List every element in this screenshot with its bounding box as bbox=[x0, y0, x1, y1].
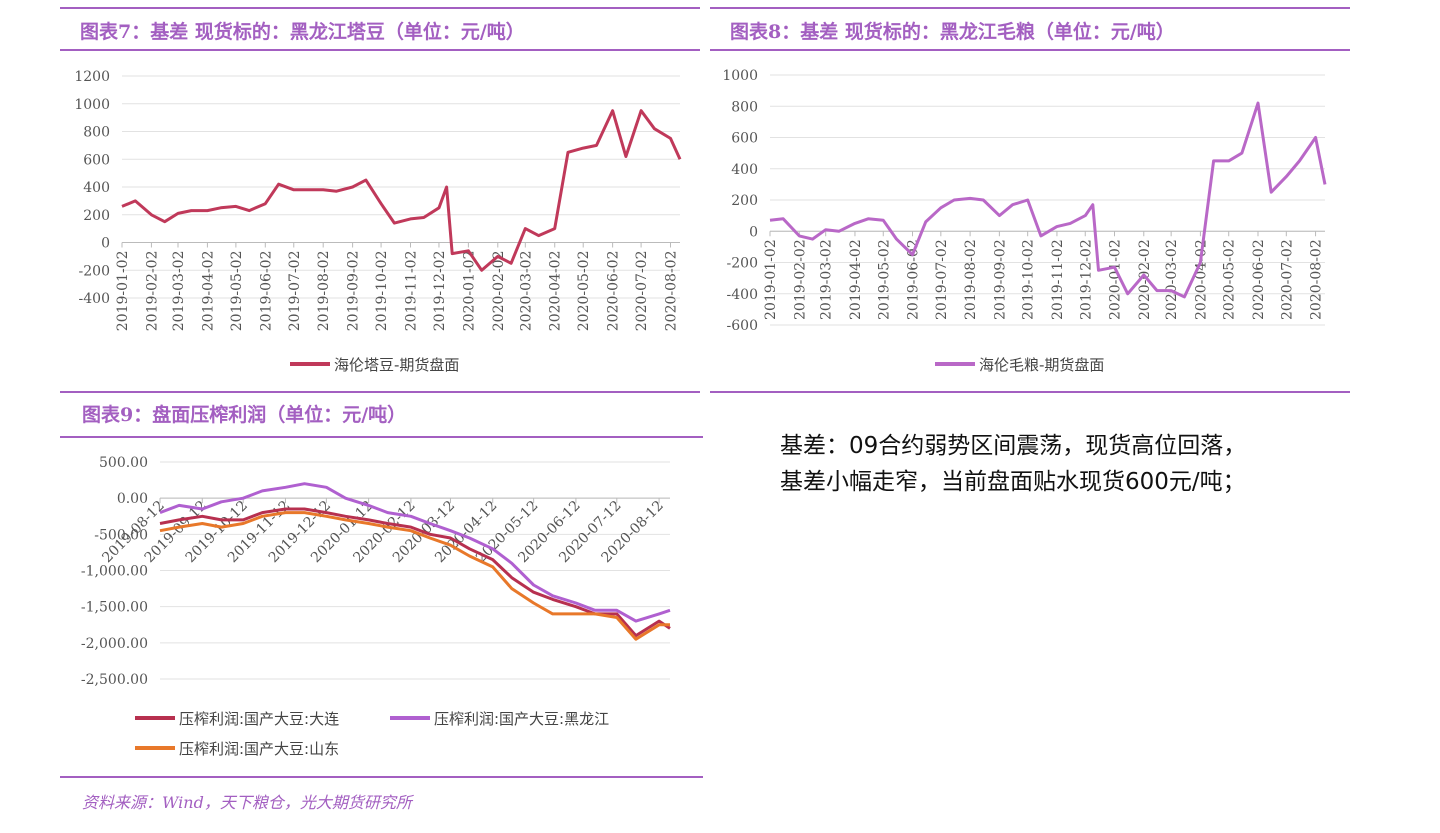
legend-label: 压榨利润:国产大豆:山东 bbox=[179, 740, 339, 758]
x-tick-label: 2019-01-02 bbox=[115, 251, 131, 332]
x-tick-label: 2019-09-02 bbox=[346, 251, 362, 332]
y-tick-label: 1200 bbox=[74, 69, 110, 85]
y-tick-label: 600 bbox=[83, 152, 110, 168]
y-tick-label: 0 bbox=[749, 224, 758, 240]
x-tick-label: 2019-02-02 bbox=[144, 251, 160, 332]
x-tick-label: 2019-12-02 bbox=[432, 251, 448, 332]
x-tick-label: 2020-01-02 bbox=[1108, 239, 1124, 320]
x-tick-label: 2019-07-02 bbox=[287, 251, 303, 332]
y-tick-label: 0.00 bbox=[117, 491, 148, 507]
x-tick-label: 2019-08-02 bbox=[963, 239, 979, 320]
x-tick-label: 2019-08-02 bbox=[316, 251, 332, 332]
x-tick-label: 2019-05-02 bbox=[229, 251, 245, 332]
x-tick-label: 2020-07-02 bbox=[1279, 239, 1295, 320]
legend-label: 压榨利润:国产大豆:黑龙江 bbox=[434, 710, 609, 728]
commentary: 基差：09合约弱势区间震荡，现货高位回落， bbox=[780, 433, 1246, 459]
x-tick-label: 2020-08-02 bbox=[664, 251, 680, 332]
y-tick-label: -400 bbox=[79, 291, 110, 307]
x-tick-label: 2019-10-02 bbox=[374, 251, 390, 332]
x-tick-label: 2019-03-02 bbox=[819, 239, 835, 320]
x-tick-label: 2019-04-02 bbox=[200, 250, 216, 331]
x-tick-label: 2019-01-02 bbox=[763, 239, 779, 320]
x-tick-label: 2019-03-02 bbox=[171, 251, 187, 332]
series-line bbox=[159, 482, 671, 623]
x-tick-label: 2019-10-02 bbox=[1021, 239, 1037, 320]
x-tick-label: 2019-02-02 bbox=[792, 239, 808, 320]
y-tick-label: 1000 bbox=[74, 97, 110, 113]
source: 资料来源：Wind，天下粮仓，光大期货研究所 bbox=[82, 793, 415, 812]
x-tick-label: 2020-02-02 bbox=[491, 250, 507, 331]
y-tick-label: -1,000.00 bbox=[81, 564, 148, 580]
x-tick-label: 2020-04-02 bbox=[548, 251, 564, 332]
legend-label: 海伦毛粮-期货盘面 bbox=[979, 356, 1104, 374]
x-tick-label: 2020-05-02 bbox=[1222, 239, 1238, 320]
y-tick-label: -2,000.00 bbox=[81, 636, 148, 652]
legend-label: 压榨利润:国产大豆:大连 bbox=[179, 710, 339, 728]
y-tick-label: 200 bbox=[731, 193, 758, 209]
x-tick-label: 2020-02-02 bbox=[1137, 239, 1153, 320]
x-tick-label: 2020-05-02 bbox=[576, 251, 592, 332]
chart-title: 图表9：盘面压榨利润（单位：元/吨） bbox=[82, 403, 406, 426]
y-tick-label: -1,500.00 bbox=[81, 600, 148, 616]
y-tick-label: 1000 bbox=[722, 68, 758, 84]
x-tick-label: 2020-03-02 bbox=[518, 251, 534, 332]
y-tick-label: 200 bbox=[83, 208, 110, 224]
x-tick-label: 2019-11-02 bbox=[1050, 239, 1066, 320]
y-tick-label: 800 bbox=[83, 125, 110, 141]
x-tick-label: 2020-06-02 bbox=[1251, 239, 1267, 320]
x-tick-label: 2019-09-02 bbox=[992, 239, 1008, 320]
y-tick-label: -200 bbox=[79, 263, 110, 279]
y-tick-label: 400 bbox=[731, 162, 758, 178]
chart-title: 图表8：基差 现货标的：黑龙江毛粮（单位：元/吨） bbox=[730, 20, 1175, 43]
y-tick-label: 600 bbox=[731, 131, 758, 147]
series-line bbox=[159, 511, 670, 641]
series-line bbox=[121, 109, 682, 272]
series-line bbox=[769, 101, 1327, 299]
commentary: 基差小幅走窄，当前盘面贴水现货600元/吨； bbox=[780, 469, 1246, 495]
x-tick-label: 2020-04-02 bbox=[1193, 239, 1209, 320]
y-tick-label: 800 bbox=[731, 99, 758, 115]
x-tick-label: 2020-07-02 bbox=[634, 251, 650, 332]
y-tick-label: 500.00 bbox=[99, 455, 148, 471]
x-tick-label: 2019-07-02 bbox=[934, 239, 950, 320]
x-tick-label: 2019-11-02 bbox=[403, 251, 419, 332]
y-tick-label: -600 bbox=[727, 318, 758, 334]
chart-title: 图表7：基差 现货标的：黑龙江塔豆（单位：元/吨） bbox=[80, 20, 525, 43]
y-tick-label: -200 bbox=[727, 256, 758, 272]
x-tick-label: 2020-01-02 bbox=[461, 251, 477, 332]
x-tick-label: 2019-04-02 bbox=[848, 239, 864, 320]
y-tick-label: -2,500.00 bbox=[81, 672, 148, 688]
x-tick-label: 2020-08-02 bbox=[1309, 239, 1325, 320]
x-tick-label: 2019-06-02 bbox=[258, 251, 274, 332]
legend-label: 海伦塔豆-期货盘面 bbox=[334, 356, 459, 374]
x-tick-label: 2020-03-02 bbox=[1164, 239, 1180, 320]
x-tick-label: 2019-05-02 bbox=[876, 239, 892, 320]
x-tick-label: 2020-06-02 bbox=[606, 251, 622, 332]
x-tick-label: 2019-06-02 bbox=[906, 239, 922, 320]
y-tick-label: 400 bbox=[83, 180, 110, 196]
y-tick-label: 0 bbox=[101, 236, 110, 252]
y-tick-label: -500.00 bbox=[94, 527, 148, 543]
y-tick-label: -400 bbox=[727, 287, 758, 303]
x-tick-label: 2019-12-02 bbox=[1078, 239, 1094, 320]
